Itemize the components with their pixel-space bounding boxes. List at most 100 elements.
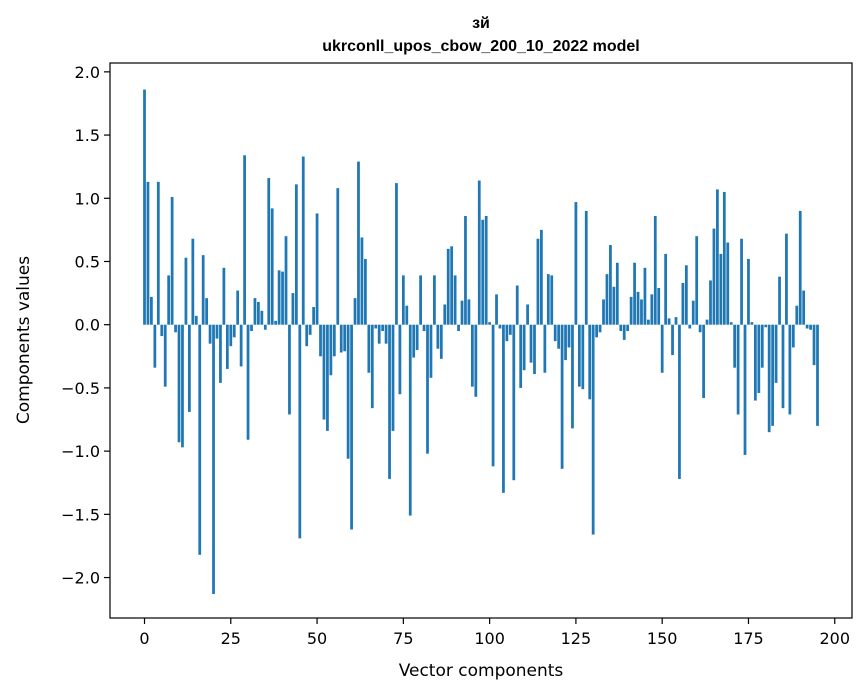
bar	[170, 197, 174, 325]
bar	[398, 324, 402, 395]
bar	[360, 237, 364, 325]
y-tick-label: −1.5	[61, 505, 100, 524]
bar	[443, 304, 447, 325]
bar	[716, 189, 719, 325]
bar	[667, 318, 671, 325]
bar	[622, 324, 626, 340]
x-axis-title: Vector components	[399, 661, 564, 681]
x-tick-label: 150	[647, 629, 678, 648]
x-tick-label: 50	[307, 629, 327, 648]
chart-title: зй	[472, 15, 490, 32]
bar	[640, 299, 643, 325]
x-tick-label: 0	[139, 629, 149, 648]
bar	[208, 324, 212, 344]
bar	[533, 324, 536, 375]
bar	[250, 324, 253, 332]
bar	[609, 245, 612, 325]
bar	[605, 274, 609, 325]
bar	[177, 324, 181, 443]
bar	[788, 324, 792, 415]
bar	[671, 324, 674, 356]
bar	[574, 202, 578, 325]
bar	[156, 181, 160, 325]
bar	[598, 324, 602, 333]
bar	[753, 324, 757, 401]
bar	[339, 324, 343, 353]
bar	[684, 265, 688, 325]
y-axis: 2.0 1.5 1.0 0.5 0.0 −0.5 −1.0 −1.5 −2.0	[61, 63, 110, 588]
bar	[364, 258, 367, 325]
bar	[194, 315, 198, 325]
bar	[163, 324, 167, 387]
bar	[809, 324, 812, 330]
bar	[816, 324, 819, 426]
bar	[733, 324, 737, 368]
bar	[546, 274, 550, 325]
bar	[798, 210, 802, 325]
x-tick-label: 125	[561, 629, 592, 648]
x-tick-label: 75	[393, 629, 413, 648]
bar	[332, 324, 336, 357]
x-axis: 0 25 50 75 100 125 150 175 200	[139, 618, 850, 648]
bar	[795, 305, 799, 325]
bar	[647, 319, 650, 325]
bar	[650, 294, 654, 325]
bar	[395, 183, 398, 325]
bar	[802, 290, 806, 325]
bar	[167, 275, 171, 325]
bar	[540, 229, 543, 325]
x-tick-label: 25	[221, 629, 241, 648]
bar	[219, 324, 222, 383]
bar	[470, 324, 474, 387]
bar	[243, 155, 246, 325]
bar	[719, 253, 723, 325]
bar	[281, 271, 284, 325]
y-axis-title: Components values	[14, 256, 34, 424]
x-tick-label: 175	[733, 629, 764, 648]
bar	[239, 324, 243, 367]
bar	[357, 161, 360, 325]
bar	[401, 275, 405, 325]
bar	[422, 324, 426, 332]
bar	[615, 262, 619, 325]
bar	[709, 280, 712, 325]
bar	[308, 324, 312, 335]
bar	[781, 324, 785, 409]
bar	[263, 324, 267, 330]
bar	[474, 324, 478, 397]
bar	[146, 181, 150, 325]
bar	[188, 324, 191, 412]
bar	[584, 210, 588, 325]
bar	[315, 213, 319, 325]
bar	[726, 242, 730, 325]
x-tick-label: 100	[474, 629, 505, 648]
bar	[588, 324, 592, 400]
bar	[367, 324, 371, 373]
plot-frame	[109, 62, 853, 619]
bar	[571, 324, 574, 429]
bar	[236, 290, 240, 325]
bar	[750, 322, 754, 325]
bar	[160, 324, 164, 337]
bar	[643, 267, 647, 325]
y-tick-label: −1.0	[61, 442, 100, 461]
bar	[495, 294, 498, 325]
bar	[312, 307, 315, 325]
bar	[560, 324, 564, 469]
bar	[660, 324, 664, 373]
bar	[222, 267, 226, 325]
bar	[581, 324, 585, 390]
bar	[805, 324, 809, 329]
bar	[674, 317, 678, 325]
bar	[736, 324, 740, 415]
bar	[812, 324, 816, 366]
bar	[743, 324, 747, 455]
bar	[767, 324, 771, 433]
y-tick-label: 0.0	[75, 316, 100, 335]
bar	[326, 324, 329, 431]
bar	[450, 246, 454, 325]
bar	[460, 300, 464, 325]
bar	[491, 324, 495, 467]
bar	[291, 293, 295, 325]
